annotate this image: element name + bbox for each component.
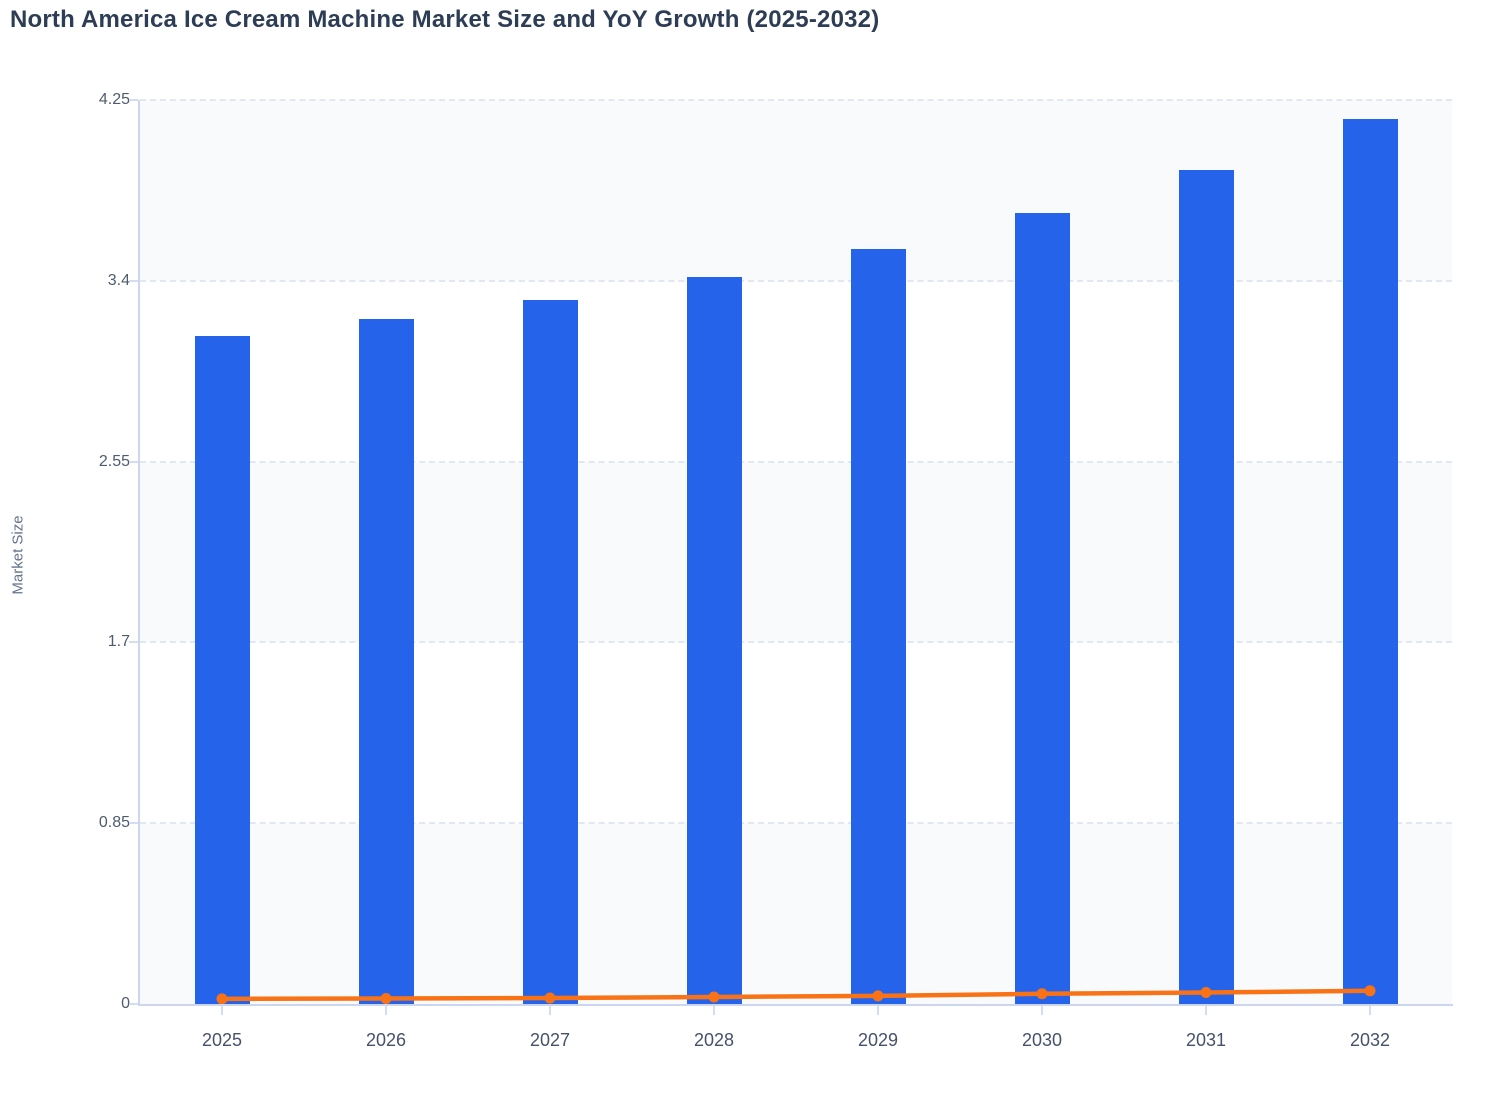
x-axis-line	[140, 1004, 1453, 1006]
bar-2025[interactable]	[194, 336, 250, 1004]
x-tick-mark	[877, 1006, 879, 1015]
bar-2030[interactable]	[1014, 212, 1070, 1004]
chart-title: North America Ice Cream Machine Market S…	[10, 6, 880, 33]
bar-2031[interactable]	[1178, 170, 1234, 1004]
x-axis-label-2030: 2030	[1021, 1030, 1063, 1050]
bar-2026[interactable]	[358, 319, 414, 1004]
x-axis-label-2027: 2027	[529, 1030, 571, 1050]
yoy-growth-line	[219, 988, 1373, 1002]
x-axis-label-2029: 2029	[857, 1030, 899, 1050]
y-tick-mark	[129, 1003, 138, 1005]
gridline	[140, 822, 1452, 825]
y-axis-tick-label: 4.25	[98, 91, 130, 108]
gridline	[140, 99, 1452, 101]
gridline	[140, 279, 1452, 282]
gridline	[140, 641, 1452, 644]
yoy-point-2028[interactable]	[708, 991, 720, 1003]
x-axis-label-2031: 2031	[1185, 1030, 1227, 1050]
y-axis-tick-label: 0.85	[98, 814, 130, 832]
yoy-point-2029[interactable]	[872, 990, 884, 1002]
y-axis-title: Market Size	[9, 515, 27, 595]
x-axis-label-2026: 2026	[365, 1030, 407, 1050]
yoy-point-2030[interactable]	[1036, 988, 1048, 1000]
x-tick-mark	[713, 1006, 715, 1015]
y-axis-tick-label: 1.7	[107, 633, 130, 651]
y-axis-tick-label: 3.4	[107, 271, 130, 289]
x-axis-label-2028: 2028	[693, 1030, 735, 1050]
x-tick-mark	[221, 1006, 223, 1015]
x-tick-mark	[1041, 1006, 1043, 1015]
x-tick-mark	[549, 1006, 551, 1015]
bar-2029[interactable]	[850, 248, 906, 1004]
y-tick-mark	[129, 460, 138, 463]
bar-2027[interactable]	[522, 299, 578, 1004]
x-axis-label-2025: 2025	[201, 1030, 243, 1050]
yoy-growth-line-layer	[216, 985, 1376, 1005]
gridline	[140, 460, 1452, 463]
bar-2032[interactable]	[1342, 119, 1398, 1004]
yoy-point-2027[interactable]	[544, 992, 556, 1004]
bar-2028[interactable]	[686, 276, 742, 1004]
y-tick-mark	[129, 822, 138, 825]
x-tick-mark	[385, 1006, 387, 1015]
y-axis-tick-label: 0	[121, 995, 130, 1012]
yoy-point-2031[interactable]	[1200, 987, 1212, 999]
x-tick-mark	[1369, 1006, 1371, 1015]
y-axis-tick-label: 2.55	[98, 452, 130, 470]
yoy-point-2032[interactable]	[1364, 985, 1376, 997]
y-tick-mark	[129, 99, 138, 101]
yoy-point-2025[interactable]	[216, 993, 228, 1005]
x-tick-mark	[1205, 1006, 1207, 1015]
y-axis-line	[138, 100, 140, 1006]
y-tick-mark	[129, 279, 138, 282]
yoy-point-2026[interactable]	[380, 992, 392, 1004]
plot-area	[140, 99, 1452, 1005]
y-tick-mark	[129, 641, 138, 644]
x-axis-label-2032: 2032	[1349, 1030, 1391, 1050]
